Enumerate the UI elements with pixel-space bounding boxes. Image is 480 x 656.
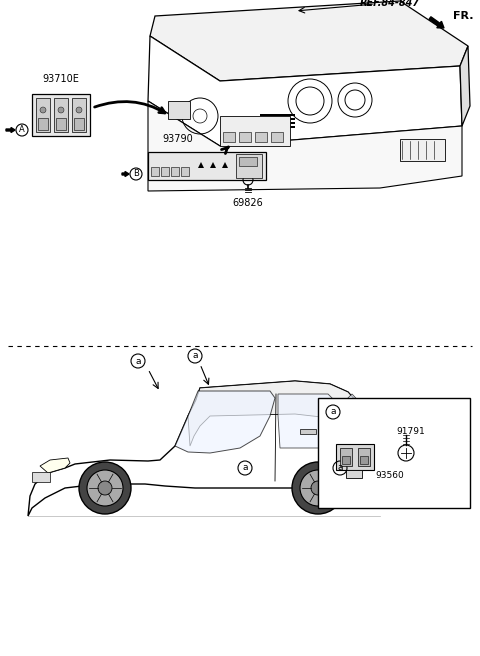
Bar: [148, 152, 266, 180]
Text: 93560: 93560: [376, 472, 404, 480]
Circle shape: [76, 107, 82, 113]
Bar: [239, 132, 251, 142]
Polygon shape: [188, 381, 372, 446]
Bar: [239, 157, 257, 166]
Bar: [220, 116, 290, 146]
Bar: [358, 448, 370, 466]
Bar: [32, 472, 50, 482]
Text: 69826: 69826: [233, 198, 264, 208]
Text: a: a: [135, 356, 141, 365]
Circle shape: [40, 107, 46, 113]
Polygon shape: [148, 36, 462, 146]
Bar: [161, 167, 169, 176]
Circle shape: [79, 462, 131, 514]
FancyArrow shape: [122, 171, 129, 176]
Polygon shape: [210, 162, 216, 168]
Bar: [38, 118, 48, 130]
Bar: [260, 125, 295, 128]
Bar: [354, 426, 370, 431]
Bar: [346, 470, 362, 478]
Polygon shape: [148, 101, 462, 191]
Polygon shape: [460, 46, 470, 126]
Bar: [271, 132, 283, 142]
Circle shape: [300, 470, 336, 506]
Bar: [340, 448, 352, 466]
FancyArrow shape: [429, 17, 444, 28]
Circle shape: [87, 470, 123, 506]
Polygon shape: [40, 458, 70, 473]
Circle shape: [311, 481, 325, 495]
Polygon shape: [368, 454, 376, 476]
Bar: [400, 139, 445, 161]
Bar: [223, 132, 235, 142]
Bar: [260, 117, 295, 120]
Bar: [300, 429, 316, 434]
Text: a: a: [337, 464, 343, 472]
Bar: [181, 167, 189, 176]
Bar: [72, 98, 86, 132]
Bar: [36, 98, 50, 132]
Bar: [32, 94, 90, 136]
Bar: [74, 118, 84, 130]
Text: a: a: [330, 407, 336, 417]
Bar: [56, 118, 66, 130]
Bar: [260, 121, 295, 124]
Text: REF.84-847: REF.84-847: [360, 0, 420, 8]
Text: A: A: [19, 125, 25, 134]
Bar: [260, 113, 295, 116]
Text: a: a: [242, 464, 248, 472]
Bar: [151, 167, 159, 176]
Text: 93790: 93790: [163, 134, 193, 144]
Bar: [168, 101, 190, 119]
Bar: [336, 444, 374, 470]
FancyArrow shape: [6, 127, 15, 133]
Polygon shape: [198, 162, 204, 168]
Polygon shape: [342, 394, 370, 438]
Circle shape: [58, 107, 64, 113]
Circle shape: [98, 481, 112, 495]
Polygon shape: [150, 1, 468, 81]
Bar: [318, 398, 470, 508]
Polygon shape: [222, 162, 228, 168]
Text: a: a: [192, 352, 198, 361]
Polygon shape: [175, 391, 275, 453]
Bar: [171, 167, 179, 176]
Bar: [342, 456, 350, 464]
Text: B: B: [133, 169, 139, 178]
Text: 91791: 91791: [396, 428, 425, 436]
Polygon shape: [278, 394, 340, 448]
Text: 93710E: 93710E: [43, 74, 79, 84]
Text: FR.: FR.: [453, 11, 473, 21]
Bar: [54, 98, 68, 132]
Bar: [360, 456, 368, 464]
Bar: [236, 154, 262, 178]
Circle shape: [292, 462, 344, 514]
Polygon shape: [28, 381, 376, 516]
Bar: [255, 132, 267, 142]
